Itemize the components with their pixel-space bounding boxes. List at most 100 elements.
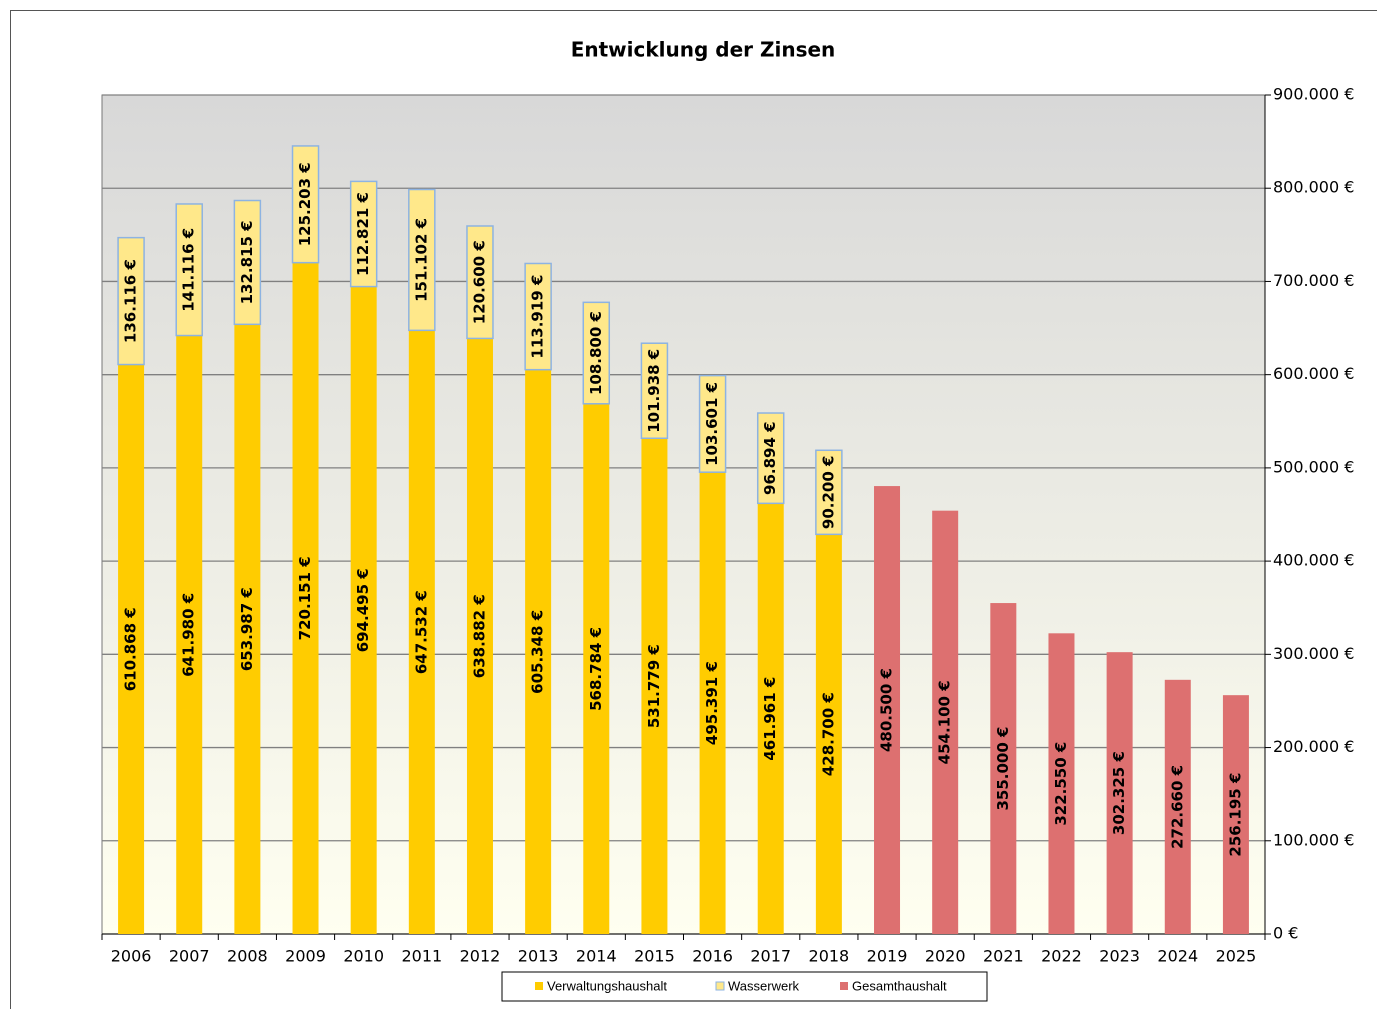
value-label: 694.495 € xyxy=(354,568,372,652)
bar-segment xyxy=(233,199,262,326)
value-label: 96.894 € xyxy=(761,421,779,495)
value-label: 101.938 € xyxy=(645,349,663,433)
x-tick-label: 2019 xyxy=(867,947,908,966)
legend-swatch xyxy=(840,982,848,990)
bar-segment xyxy=(699,472,726,934)
value-label: 125.203 € xyxy=(296,162,314,246)
bar-segment xyxy=(582,301,611,405)
bar-segment xyxy=(118,364,145,934)
x-tick-label: 2015 xyxy=(634,947,675,966)
x-tick-label: 2021 xyxy=(983,947,1024,966)
bar-segment xyxy=(524,262,552,371)
x-tick-label: 2018 xyxy=(809,947,850,966)
bar-segment xyxy=(932,510,959,934)
value-label: 568.784 € xyxy=(587,627,605,711)
x-tick-label: 2017 xyxy=(750,947,791,966)
value-label: 610.868 € xyxy=(122,607,140,691)
legend-box xyxy=(501,971,988,1002)
value-label: 461.961 € xyxy=(761,677,779,761)
y-tick-label: 600.000 € xyxy=(1273,364,1354,383)
value-label: 90.200 € xyxy=(819,456,837,530)
bar-segment xyxy=(466,225,494,340)
bar-segment xyxy=(640,342,669,440)
x-tick-label: 2013 xyxy=(518,947,559,966)
value-label: 141.116 € xyxy=(180,228,198,312)
bar-segment xyxy=(1106,652,1133,934)
y-tick-label: 200.000 € xyxy=(1273,737,1354,756)
value-label: 151.102 € xyxy=(412,218,430,302)
value-label: 480.500 € xyxy=(878,668,896,752)
bar-segment xyxy=(466,338,493,934)
value-label: 454.100 € xyxy=(936,680,954,764)
value-label: 531.779 € xyxy=(645,644,663,728)
value-label: 112.821 € xyxy=(354,192,372,276)
bar-segment xyxy=(117,236,145,366)
bar-segment xyxy=(1048,633,1075,934)
bar-segment xyxy=(756,412,785,505)
legend-label: Verwaltungshaushalt xyxy=(547,978,667,993)
x-tick-label: 2006 xyxy=(111,947,152,966)
bar-segment xyxy=(408,188,436,332)
x-tick-label: 2016 xyxy=(692,947,733,966)
x-tick-label: 2025 xyxy=(1216,947,1257,966)
bar-segment xyxy=(176,335,203,934)
y-tick-label: 0 € xyxy=(1273,924,1298,943)
legend-swatch xyxy=(535,982,543,990)
bar-segment xyxy=(757,503,784,934)
value-label: 605.348 € xyxy=(529,610,547,694)
legend-label: Gesamthaushalt xyxy=(852,978,947,993)
value-label: 302.325 € xyxy=(1110,751,1128,835)
value-label: 108.800 € xyxy=(587,311,605,395)
bar-segment xyxy=(990,603,1017,934)
legend-swatch xyxy=(715,981,725,991)
y-tick-label: 500.000 € xyxy=(1273,457,1354,476)
bar-segment xyxy=(234,324,261,935)
value-label: 495.391 € xyxy=(703,661,721,745)
value-label: 638.882 € xyxy=(470,594,488,678)
x-tick-label: 2020 xyxy=(925,947,966,966)
value-label: 428.700 € xyxy=(819,692,837,776)
value-label: 256.195 € xyxy=(1226,773,1244,857)
value-label: 120.600 € xyxy=(470,240,488,324)
value-label: 653.987 € xyxy=(238,587,256,671)
bar-segment xyxy=(525,369,552,934)
bar-segment xyxy=(175,203,203,337)
bar-segment xyxy=(874,486,901,934)
x-tick-label: 2014 xyxy=(576,947,617,966)
x-tick-label: 2009 xyxy=(285,947,326,966)
plot-area xyxy=(101,94,1266,935)
bar-segment xyxy=(815,534,842,934)
x-tick-label: 2022 xyxy=(1041,947,1082,966)
x-tick-label: 2024 xyxy=(1157,947,1198,966)
x-tick-label: 2012 xyxy=(460,947,501,966)
bar-segment xyxy=(698,374,727,473)
value-label: 355.000 € xyxy=(994,727,1012,811)
y-tick-label: 800.000 € xyxy=(1273,178,1354,197)
y-tick-label: 400.000 € xyxy=(1273,551,1354,570)
bar-segment xyxy=(1164,679,1191,934)
y-tick-label: 900.000 € xyxy=(1273,85,1354,104)
x-tick-label: 2008 xyxy=(227,947,268,966)
bar-segment xyxy=(583,403,610,934)
bar-segment xyxy=(1222,695,1249,934)
y-tick-label: 700.000 € xyxy=(1273,271,1354,290)
legend-label: Wasserwerk xyxy=(728,978,800,993)
bar-segment xyxy=(815,449,843,536)
value-label: 103.601 € xyxy=(703,382,721,466)
value-label: 132.815 € xyxy=(238,220,256,304)
value-label: 113.919 € xyxy=(529,275,547,359)
x-tick-label: 2010 xyxy=(343,947,384,966)
bar-segment xyxy=(291,145,320,264)
bar-segment xyxy=(641,438,668,934)
x-tick-label: 2023 xyxy=(1099,947,1140,966)
value-label: 272.660 € xyxy=(1168,765,1186,849)
x-tick-label: 2007 xyxy=(169,947,210,966)
y-tick-label: 100.000 € xyxy=(1273,830,1354,849)
value-label: 647.532 € xyxy=(412,590,430,674)
bar-segment xyxy=(408,330,435,934)
chart-title: Entwicklung der Zinsen xyxy=(571,38,836,62)
value-label: 322.550 € xyxy=(1052,742,1070,826)
x-tick-label: 2011 xyxy=(401,947,442,966)
y-tick-label: 300.000 € xyxy=(1273,644,1354,663)
